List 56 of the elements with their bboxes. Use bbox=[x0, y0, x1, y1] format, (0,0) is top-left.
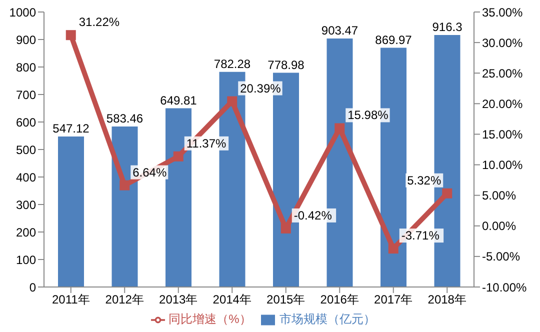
data-label: 6.64% bbox=[132, 165, 167, 180]
data-label: -3.71% bbox=[401, 228, 440, 243]
y-tick-label: 300 bbox=[16, 198, 36, 212]
y-tick-label: 200 bbox=[16, 225, 36, 240]
data-label: 649.81 bbox=[160, 93, 198, 108]
data-label: 15.98% bbox=[348, 108, 389, 122]
y2-tick-label: 5.00% bbox=[482, 188, 516, 203]
data-label: 31.22% bbox=[78, 15, 120, 30]
y-tick-label: 700 bbox=[16, 88, 36, 102]
y-tick-label: 900 bbox=[16, 32, 36, 47]
x-tick-label: 2011年 bbox=[52, 292, 90, 307]
y2-tick-label: 25.00% bbox=[482, 66, 524, 80]
y2-tick-label: 10.00% bbox=[482, 158, 524, 172]
y-tick-label: 800 bbox=[16, 60, 36, 74]
y2-tick-label: 20.00% bbox=[482, 96, 524, 111]
data-label: 903.47 bbox=[321, 24, 358, 38]
x-tick-label: 2012年 bbox=[105, 292, 144, 307]
y2-tick-label: -10.00% bbox=[482, 280, 528, 294]
x-tick-label: 2016年 bbox=[320, 292, 359, 307]
data-label: -0.42% bbox=[294, 208, 332, 222]
data-label: 547.12 bbox=[52, 122, 90, 136]
y2-tick-label: -5.00% bbox=[482, 250, 520, 264]
y-tick-label: 0 bbox=[29, 280, 36, 294]
point bbox=[120, 180, 130, 190]
point bbox=[388, 244, 398, 254]
y2-tick-label: 0.00% bbox=[482, 219, 516, 234]
bar bbox=[58, 136, 84, 287]
data-label: 5.32% bbox=[407, 173, 442, 188]
point bbox=[334, 123, 345, 134]
y-tick-label: 400 bbox=[16, 170, 36, 184]
data-label: 782.28 bbox=[214, 56, 251, 71]
y-tick-label: 100 bbox=[16, 252, 36, 267]
data-label: 869.97 bbox=[375, 32, 412, 47]
x-tick-label: 2013年 bbox=[159, 292, 198, 307]
x-tick-label: 2017年 bbox=[374, 292, 413, 307]
point bbox=[66, 30, 76, 40]
y2-tick-label: 15.00% bbox=[482, 127, 524, 142]
legend-label: 市场规模（亿元） bbox=[279, 312, 376, 326]
point bbox=[280, 223, 291, 234]
data-label: 11.37% bbox=[186, 136, 227, 150]
y-tick-label: 500 bbox=[16, 142, 36, 157]
data-label: 778.98 bbox=[268, 58, 305, 72]
y-tick-label: 1000 bbox=[9, 5, 36, 20]
y2-tick-label: 35.00% bbox=[482, 5, 524, 20]
data-label: 916.3 bbox=[432, 20, 463, 34]
x-tick-label: 2018年 bbox=[428, 292, 466, 307]
point bbox=[442, 188, 452, 198]
data-label: 20.39% bbox=[240, 81, 282, 96]
legend-label: 同比增速（%） bbox=[168, 312, 252, 326]
x-tick-label: 2015年 bbox=[266, 292, 306, 307]
x-tick-label: 2014年 bbox=[212, 292, 252, 307]
point bbox=[227, 96, 238, 106]
y-tick-label: 600 bbox=[16, 115, 36, 130]
y2-tick-label: 30.00% bbox=[482, 36, 524, 50]
point bbox=[173, 151, 184, 162]
data-label: 583.46 bbox=[106, 112, 144, 126]
